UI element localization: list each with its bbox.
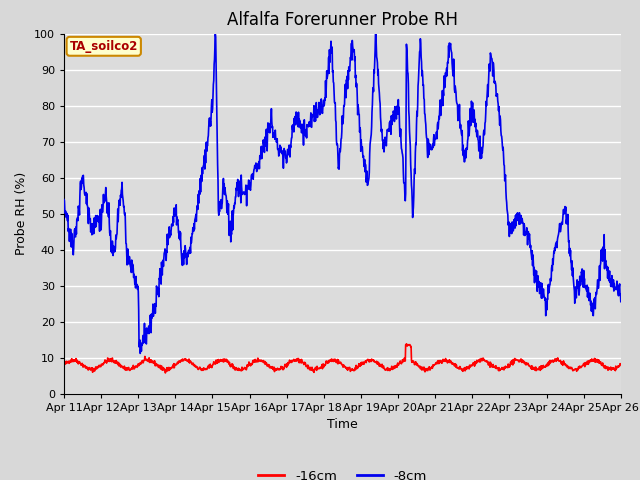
Title: Alfalfa Forerunner Probe RH: Alfalfa Forerunner Probe RH [227,11,458,29]
-8cm [502,196,510,202]
-16cm [171,362,179,368]
-8cm [184,249,192,255]
-16cm [403,341,410,347]
-8cm [171,214,179,219]
-16cm [246,363,254,369]
-16cm [161,370,169,376]
-8cm [617,299,625,304]
X-axis label: Time: Time [327,418,358,431]
Y-axis label: Probe RH (%): Probe RH (%) [15,172,28,255]
-8cm [372,31,380,36]
-8cm [60,197,68,203]
-16cm [502,364,510,370]
-8cm [552,243,559,249]
Legend: -16cm, -8cm: -16cm, -8cm [253,464,432,480]
Line: -16cm: -16cm [64,344,621,373]
-16cm [429,362,437,368]
-16cm [184,358,192,363]
Line: -8cm: -8cm [64,34,621,353]
-16cm [617,361,625,367]
-8cm [429,136,437,142]
-8cm [136,350,144,356]
Text: TA_soilco2: TA_soilco2 [70,40,138,53]
-16cm [60,361,68,367]
-8cm [246,187,254,193]
-16cm [552,356,559,362]
